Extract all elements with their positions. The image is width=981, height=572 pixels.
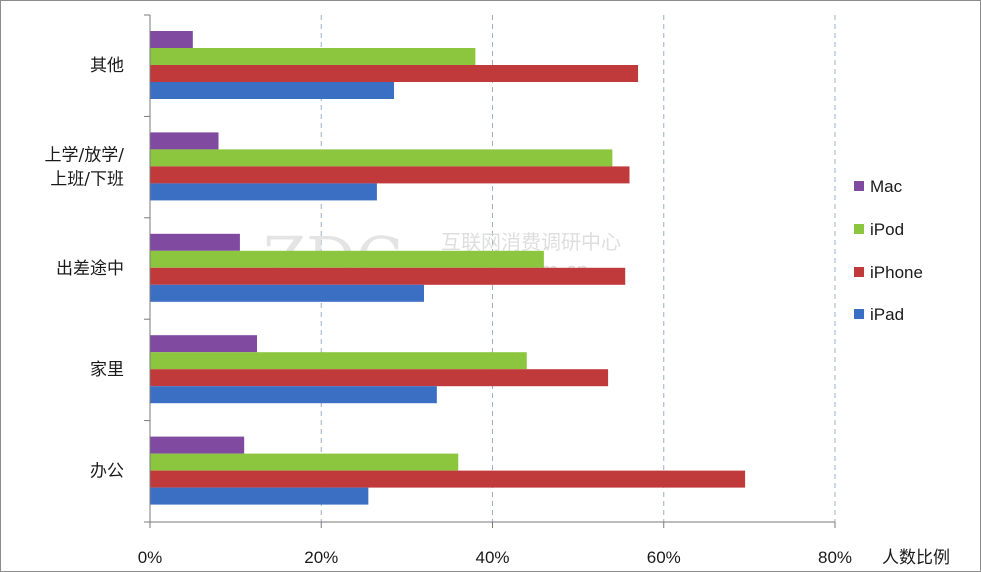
x-tick-label: 80% xyxy=(818,548,852,567)
bar-iphone xyxy=(150,166,630,184)
bar-mac xyxy=(150,31,193,48)
bar-mac xyxy=(150,132,219,150)
bar-ipod xyxy=(150,149,613,167)
bar-ipad xyxy=(150,487,369,505)
bar-iphone xyxy=(150,65,639,82)
x-tick-label: 20% xyxy=(304,548,338,567)
x-tick-label: 0% xyxy=(138,548,163,567)
bar-ipod xyxy=(150,48,476,65)
legend-label-iphone: iPhone xyxy=(870,263,923,282)
category-label: 其他 xyxy=(90,56,124,76)
legend-label-ipad: iPad xyxy=(870,305,904,324)
category-label: 上学/放学/ xyxy=(45,145,125,165)
x-tick-label: 40% xyxy=(475,548,509,567)
bar-ipod xyxy=(150,352,527,370)
bar-mac xyxy=(150,233,240,251)
legend-label-ipod: iPod xyxy=(870,220,904,239)
x-axis-label: 人数比例 xyxy=(882,548,950,568)
legend-swatch-iphone xyxy=(854,267,864,277)
bar-ipod xyxy=(150,250,544,268)
legend: Mac iPod iPhone iPad xyxy=(854,177,923,324)
bar-ipad xyxy=(150,386,437,404)
watermark-org: 互联网消费调研中心 xyxy=(441,230,621,254)
bar-ipad xyxy=(150,82,395,99)
category-label: 出差途中 xyxy=(56,259,124,279)
legend-label-mac: Mac xyxy=(870,177,903,196)
bar-ipad xyxy=(150,284,424,302)
category-label: 家里 xyxy=(90,360,124,380)
bar-iphone xyxy=(150,369,609,387)
bar-ipad xyxy=(150,183,377,201)
bar-iphone xyxy=(150,267,626,285)
category-label: 上班/下班 xyxy=(50,169,124,189)
bar-iphone xyxy=(150,470,746,488)
bar-mac xyxy=(150,335,258,353)
axes xyxy=(144,14,836,528)
bars xyxy=(150,31,746,505)
bar-ipod xyxy=(150,453,459,471)
legend-swatch-ipod xyxy=(854,224,864,234)
category-label: 办公 xyxy=(90,462,124,482)
x-tick-label: 60% xyxy=(647,548,681,567)
bar-mac xyxy=(150,436,245,454)
legend-swatch-mac xyxy=(854,181,864,191)
legend-swatch-ipad xyxy=(854,309,864,319)
x-tick-labels: 0% 20% 40% 60% 80% xyxy=(138,548,852,567)
